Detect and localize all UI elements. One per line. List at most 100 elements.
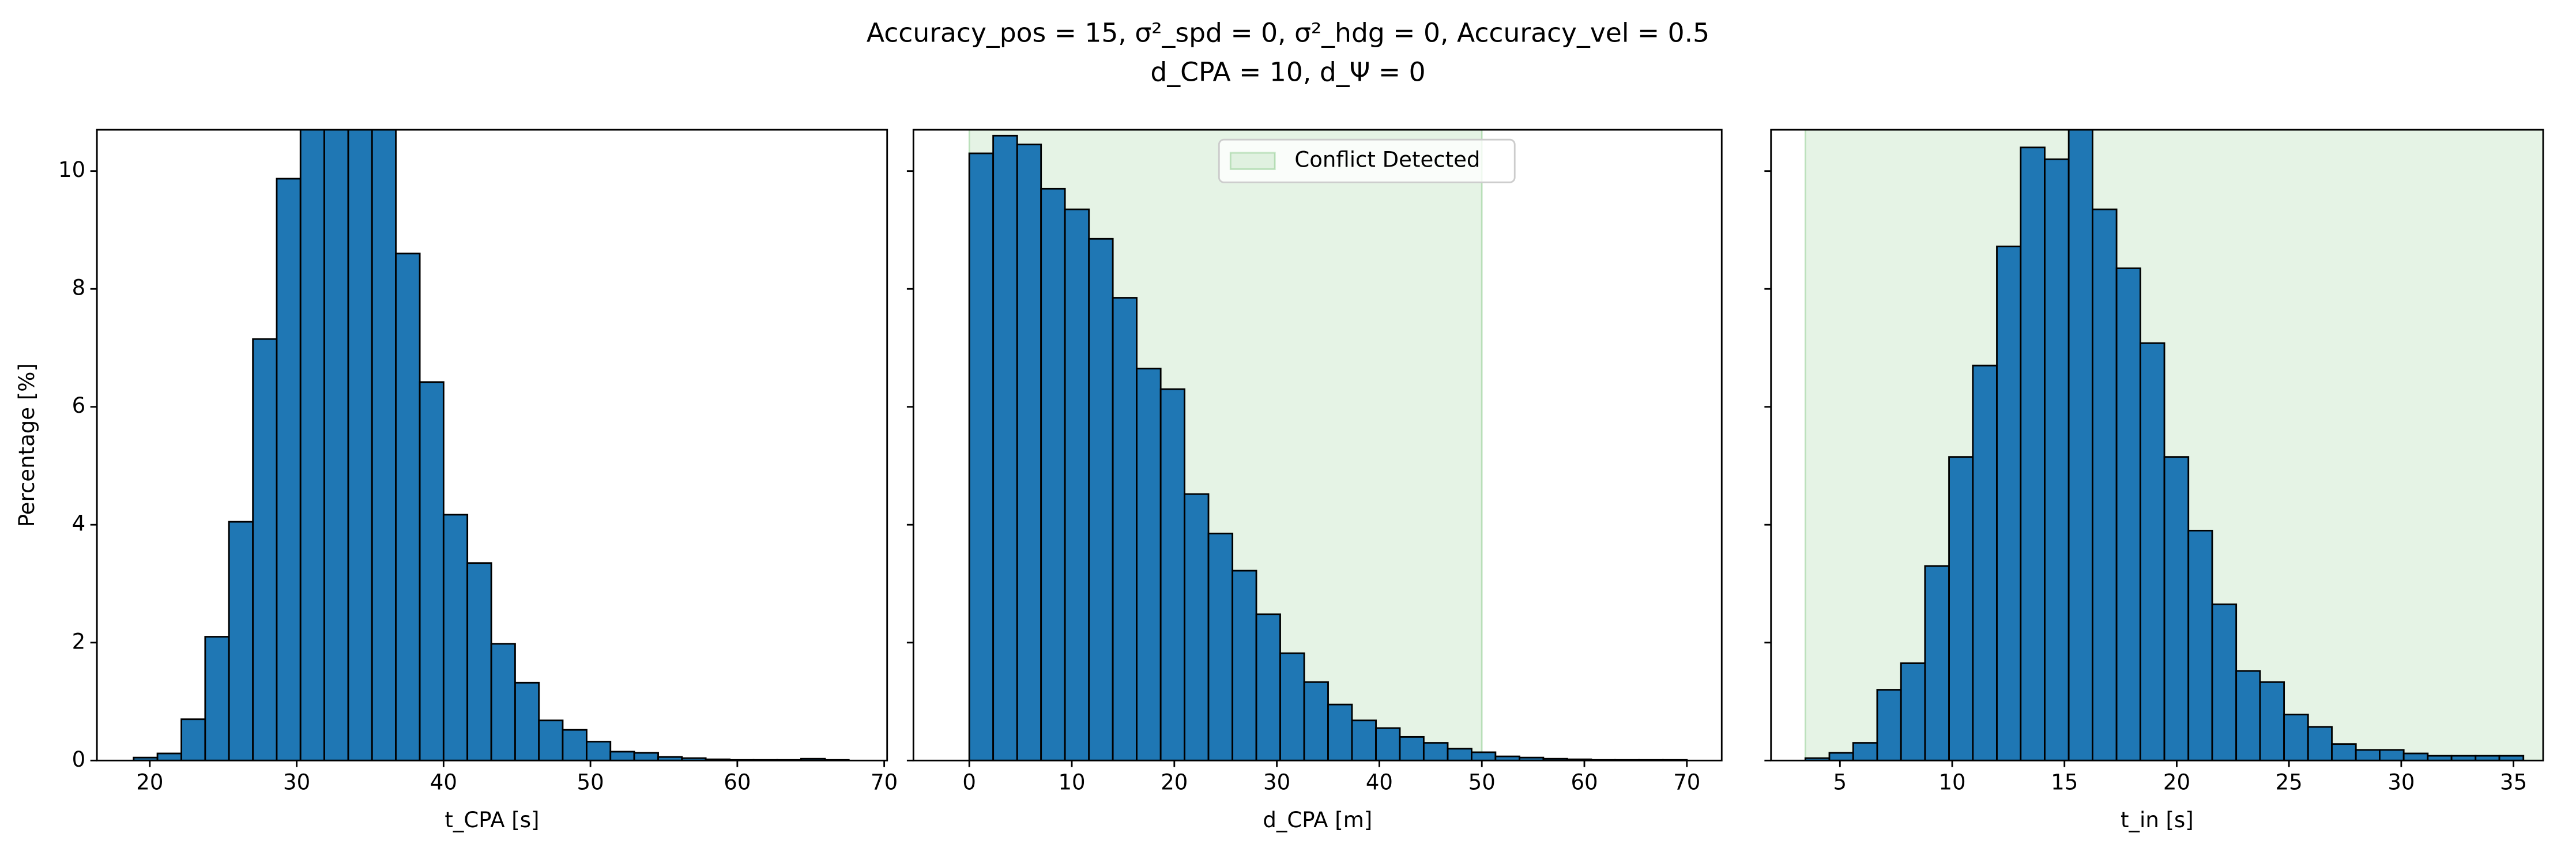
bar: [180, 718, 206, 761]
bar: [1136, 367, 1162, 761]
y-axis-label: Percentage [%]: [14, 363, 39, 527]
bar: [347, 130, 373, 761]
bar: [1207, 533, 1234, 761]
title-line: d_CPA = 10, d_Ψ = 0: [1150, 57, 1425, 88]
x-tick-label: 30: [1263, 770, 1290, 795]
bar: [1231, 570, 1257, 761]
bar: [323, 130, 349, 761]
y-tick-label: 8: [72, 276, 86, 300]
x-tick-label: 60: [1571, 770, 1598, 795]
y-tick-label: 10: [58, 157, 85, 182]
plot-area: [968, 130, 1688, 761]
bar: [228, 521, 254, 761]
bar: [466, 562, 492, 761]
bar: [2044, 158, 2070, 761]
x-tick-label: 50: [1468, 770, 1496, 795]
bar: [586, 741, 612, 761]
y-tick-label: 4: [72, 511, 86, 536]
bar: [2259, 681, 2285, 761]
legend-swatch: [1229, 152, 1276, 170]
plot-area: [133, 130, 850, 761]
bar: [490, 643, 516, 761]
bar: [2211, 603, 2238, 761]
bar: [1375, 727, 1401, 761]
bar: [2020, 146, 2046, 761]
bar: [1828, 752, 1854, 761]
x-tick-label: 10: [1058, 770, 1085, 795]
bar: [2283, 714, 2309, 761]
x-tick-label: 70: [1673, 770, 1700, 795]
bar: [992, 134, 1018, 761]
bar: [2067, 130, 2093, 761]
bar: [2115, 267, 2141, 761]
x-tick-label: 30: [283, 770, 310, 795]
x-tick-label: 10: [1938, 770, 1965, 795]
x-tick-label: 15: [2051, 770, 2078, 795]
bar: [1996, 246, 2022, 761]
bar: [968, 152, 995, 761]
bar: [1016, 144, 1042, 761]
x-tick-label: 35: [2500, 770, 2527, 795]
bar: [442, 514, 469, 761]
x-axis-label: t_in [s]: [2121, 808, 2194, 832]
bar: [2235, 670, 2261, 761]
x-tick-label: 20: [2163, 770, 2190, 795]
bar: [1327, 703, 1353, 761]
bar: [1112, 297, 1138, 761]
x-tick-label: 70: [871, 770, 898, 795]
bar: [395, 252, 421, 761]
bar: [1876, 689, 1902, 761]
bar: [2187, 530, 2213, 761]
x-tick-label: 50: [577, 770, 604, 795]
bar: [1279, 652, 1305, 761]
axes-frame: [912, 129, 1723, 761]
bar: [1255, 613, 1281, 761]
plot-area: [1804, 130, 2544, 761]
axes-frame: [96, 129, 888, 761]
bar: [562, 729, 587, 761]
bar: [252, 338, 278, 761]
bar: [204, 636, 230, 761]
x-tick-label: 20: [136, 770, 163, 795]
x-tick-label: 20: [1161, 770, 1188, 795]
bar: [1972, 364, 1998, 761]
x-tick-label: 0: [962, 770, 976, 795]
x-axis-label: t_CPA [s]: [445, 808, 539, 832]
bar: [2355, 749, 2381, 761]
bar: [1064, 208, 1090, 761]
y-tick-label: 2: [72, 629, 86, 654]
bar: [1040, 187, 1066, 761]
bar: [419, 381, 445, 761]
x-tick-label: 5: [1833, 770, 1847, 795]
bar: [1399, 736, 1425, 761]
bar: [1948, 456, 1974, 761]
x-tick-label: 40: [1366, 770, 1393, 795]
bar: [1447, 748, 1472, 761]
x-tick-label: 25: [2276, 770, 2303, 795]
axes-frame: [1770, 129, 2544, 761]
bar: [514, 681, 540, 761]
bar: [2307, 726, 2333, 761]
bar: [299, 130, 325, 761]
bar: [2402, 752, 2429, 761]
x-tick-label: 40: [430, 770, 457, 795]
y-tick-label: 6: [72, 393, 86, 418]
legend-label: Conflict Detected: [1294, 148, 1480, 172]
bar: [1159, 388, 1186, 761]
bar: [609, 751, 635, 761]
bar: [1088, 237, 1114, 761]
bar: [156, 752, 183, 761]
bar: [1852, 742, 1878, 761]
bar: [2331, 743, 2357, 761]
bar: [1351, 719, 1377, 761]
bar: [1303, 681, 1329, 761]
bar: [2379, 749, 2405, 761]
bar: [538, 719, 564, 761]
bar: [1471, 751, 1497, 761]
bar: [2139, 342, 2166, 761]
bar: [1184, 493, 1210, 761]
bar: [276, 178, 302, 761]
bar: [2091, 208, 2118, 761]
bar: [371, 130, 397, 761]
